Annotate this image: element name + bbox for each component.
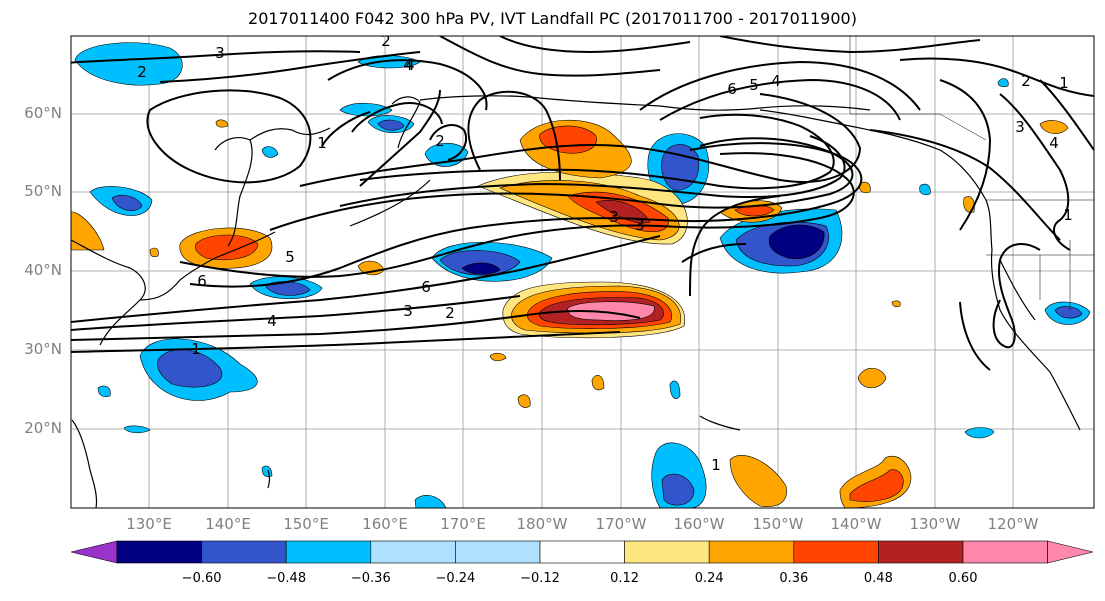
colorbar-swatch	[70, 540, 118, 564]
contour-label: 6	[197, 272, 207, 290]
lat-label: 40°N	[24, 261, 62, 279]
colorbar-swatch	[1047, 540, 1094, 564]
contour-label: 2	[435, 132, 445, 150]
contour-label: 1	[317, 134, 327, 152]
map-frame	[70, 35, 1095, 509]
colorbar-tick: 0.48	[863, 571, 893, 586]
colorbar-swatch	[708, 540, 795, 564]
lon-label: 130°W	[909, 515, 961, 533]
colorbar-tick: −0.12	[520, 571, 560, 586]
gridlines	[71, 36, 1094, 508]
colorbar-swatch	[878, 540, 964, 564]
colorbar-tick: 0.60	[948, 571, 978, 586]
contour-label: 2	[381, 32, 391, 50]
contour-label: 2	[137, 63, 147, 81]
lon-label: 160°W	[673, 515, 725, 533]
contour-label: 3	[403, 302, 413, 320]
pv-contours	[71, 36, 1094, 371]
contour-label: 2	[1021, 72, 1031, 90]
contour-label: 4	[267, 312, 277, 330]
lat-label: 50°N	[24, 182, 62, 200]
colorbar-swatch	[539, 540, 625, 564]
colorbar	[70, 540, 1094, 564]
lon-label: 150°W	[752, 515, 804, 533]
colorbar-tick: −0.60	[181, 571, 222, 586]
lat-label: 60°N	[24, 104, 62, 122]
colorbar-swatch	[962, 540, 1048, 564]
contour-label: 5	[749, 76, 759, 94]
lon-label: 170°W	[595, 515, 647, 533]
contour-label: 6	[421, 278, 431, 296]
colorbar-tick: −0.48	[266, 571, 307, 586]
contour-label: 1	[711, 456, 721, 474]
contour-label: 4	[403, 56, 413, 74]
contour-label: 1	[1059, 74, 1069, 92]
lon-label: 170°E	[440, 515, 486, 533]
map-title: 2017011400 F042 300 hPa PV, IVT Landfall…	[248, 9, 857, 28]
contour-label: 1	[191, 340, 201, 358]
lon-label: 150°E	[283, 515, 329, 533]
contour-label: 2	[445, 304, 455, 322]
lon-label: 130°E	[126, 515, 172, 533]
lon-label: 140°E	[205, 515, 251, 533]
contour-label: 1	[1063, 206, 1073, 224]
colorbar-swatch	[285, 540, 372, 564]
colorbar-swatch	[455, 540, 541, 564]
colorbar-swatch	[201, 540, 287, 564]
country-borders	[849, 36, 1094, 310]
contour-label: 3	[215, 44, 225, 62]
colorbar-tick: −0.24	[435, 571, 476, 586]
colorbar-tick: −0.36	[350, 571, 391, 586]
contour-label: 6	[727, 80, 737, 98]
coastlines	[71, 95, 1081, 508]
colorbar-tick: 0.36	[779, 571, 809, 586]
lat-label: 30°N	[24, 340, 62, 358]
contour-label: 3	[1015, 118, 1025, 136]
colorbar-swatch	[793, 540, 879, 564]
colorbar-tick: 0.12	[610, 571, 640, 586]
lon-label: 120°W	[987, 515, 1039, 533]
colorbar-swatch	[370, 540, 456, 564]
pv-anomaly-fill	[71, 42, 1091, 508]
lon-label: 140°W	[830, 515, 882, 533]
colorbar-swatch	[116, 540, 202, 564]
contour-labels: 3 2 4 2 1 6 5 4 3 3 4 5 6 4 3 2 1 1 3 6 …	[137, 32, 1073, 474]
contour-label: 4	[405, 56, 415, 74]
contour-label: 3	[635, 216, 645, 234]
lon-label: 160°E	[362, 515, 408, 533]
colorbar-swatch	[624, 540, 710, 564]
lat-label: 20°N	[24, 419, 62, 437]
contour-label: 4	[1049, 134, 1059, 152]
contour-label: 4	[771, 72, 781, 90]
colorbar-tick: 0.24	[694, 571, 724, 586]
contour-label: 3	[609, 208, 619, 226]
contour-label: 5	[285, 248, 295, 266]
lon-label: 180°W	[516, 515, 568, 533]
